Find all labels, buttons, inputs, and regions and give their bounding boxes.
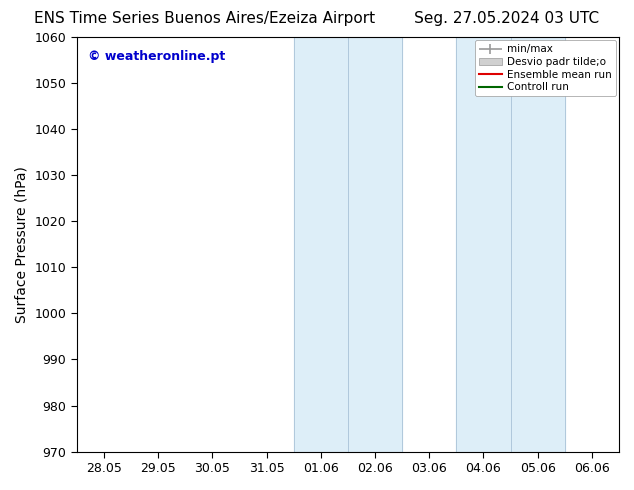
- Text: ENS Time Series Buenos Aires/Ezeiza Airport        Seg. 27.05.2024 03 UTC: ENS Time Series Buenos Aires/Ezeiza Airp…: [34, 11, 600, 26]
- Y-axis label: Surface Pressure (hPa): Surface Pressure (hPa): [15, 166, 29, 323]
- Bar: [510, 37, 565, 452]
- Bar: [294, 37, 348, 452]
- Bar: [348, 37, 402, 452]
- Text: © weatheronline.pt: © weatheronline.pt: [87, 49, 225, 63]
- Bar: [456, 37, 510, 452]
- Legend: min/max, Desvio padr tilde;o, Ensemble mean run, Controll run: min/max, Desvio padr tilde;o, Ensemble m…: [475, 40, 616, 97]
